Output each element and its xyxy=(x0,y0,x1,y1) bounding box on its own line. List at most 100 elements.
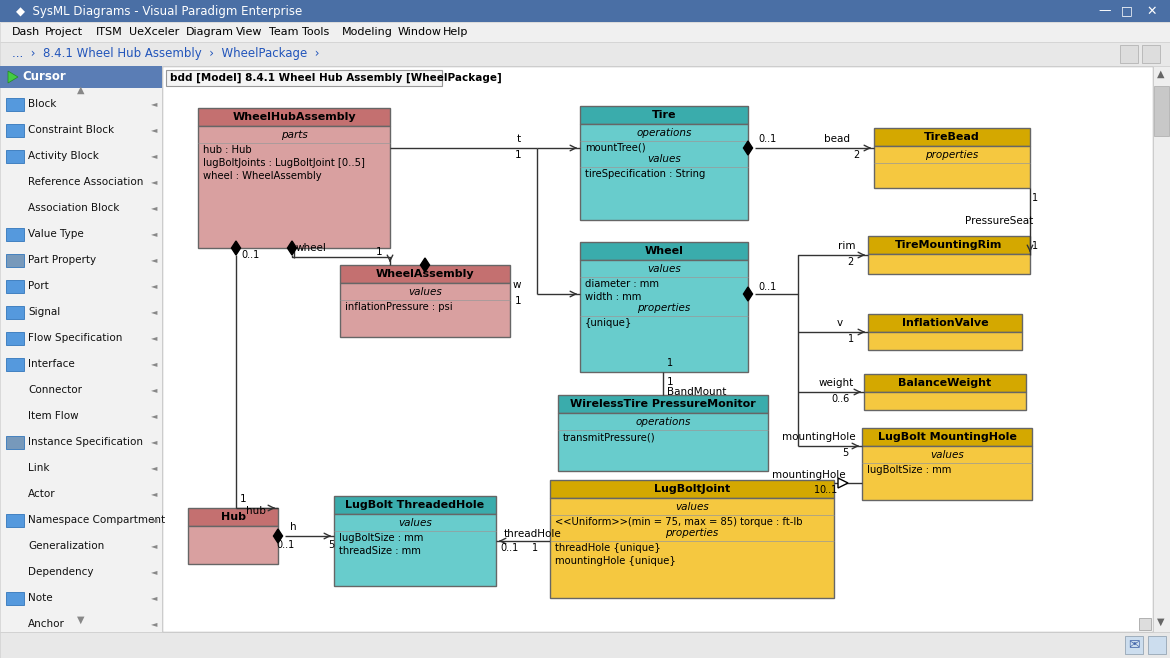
Text: parts: parts xyxy=(281,130,308,140)
Text: values: values xyxy=(930,450,964,460)
FancyBboxPatch shape xyxy=(6,98,25,111)
FancyBboxPatch shape xyxy=(6,436,25,449)
Text: hub : Hub: hub : Hub xyxy=(204,145,252,155)
Text: WheelAssembly: WheelAssembly xyxy=(376,269,474,279)
FancyBboxPatch shape xyxy=(6,254,25,267)
Text: LugBoltJoint: LugBoltJoint xyxy=(654,484,730,494)
FancyBboxPatch shape xyxy=(874,146,1030,188)
Polygon shape xyxy=(743,141,752,155)
Text: Connector: Connector xyxy=(28,385,82,395)
Text: 1: 1 xyxy=(532,543,538,553)
Text: ◄: ◄ xyxy=(151,282,157,290)
Text: 2: 2 xyxy=(854,150,860,160)
Text: values: values xyxy=(647,264,681,274)
Text: lugBoltSize : mm: lugBoltSize : mm xyxy=(339,533,424,543)
Text: Cursor: Cursor xyxy=(22,70,66,84)
Text: ✉: ✉ xyxy=(1128,638,1140,652)
Polygon shape xyxy=(743,287,752,301)
FancyBboxPatch shape xyxy=(188,508,278,526)
Text: ◄: ◄ xyxy=(151,230,157,238)
FancyBboxPatch shape xyxy=(863,374,1026,392)
Text: ◄: ◄ xyxy=(151,567,157,576)
Text: Dash: Dash xyxy=(12,27,40,37)
Text: ▲: ▲ xyxy=(77,85,84,95)
Text: Port: Port xyxy=(28,281,49,291)
Text: diameter : mm: diameter : mm xyxy=(585,279,659,289)
FancyBboxPatch shape xyxy=(874,128,1030,146)
Text: ◄: ◄ xyxy=(151,411,157,420)
Text: v: v xyxy=(837,318,844,328)
Text: 0..6: 0..6 xyxy=(832,394,849,404)
FancyBboxPatch shape xyxy=(6,358,25,371)
Text: Association Block: Association Block xyxy=(28,203,119,213)
Text: Flow Specification: Flow Specification xyxy=(28,333,123,343)
Text: threadSize : mm: threadSize : mm xyxy=(339,546,421,556)
Text: BandMount: BandMount xyxy=(667,387,727,397)
Text: ◄: ◄ xyxy=(151,126,157,134)
Text: Diagram: Diagram xyxy=(185,27,233,37)
FancyBboxPatch shape xyxy=(0,66,161,632)
Text: ◄: ◄ xyxy=(151,307,157,316)
Text: Instance Specification: Instance Specification xyxy=(28,437,143,447)
FancyBboxPatch shape xyxy=(863,392,1026,410)
FancyBboxPatch shape xyxy=(1126,636,1143,654)
Text: Interface: Interface xyxy=(28,359,75,369)
FancyBboxPatch shape xyxy=(1140,618,1151,630)
Text: t: t xyxy=(517,134,521,144)
Text: LugBolt MountingHole: LugBolt MountingHole xyxy=(878,432,1017,442)
Text: 5: 5 xyxy=(841,448,848,458)
Polygon shape xyxy=(288,241,296,255)
FancyBboxPatch shape xyxy=(558,413,768,471)
FancyBboxPatch shape xyxy=(550,498,834,598)
Text: weight: weight xyxy=(819,378,854,388)
FancyBboxPatch shape xyxy=(340,283,510,337)
Text: ◄: ◄ xyxy=(151,542,157,551)
Text: h: h xyxy=(290,522,297,532)
Text: ◄: ◄ xyxy=(151,99,157,109)
Text: TireMountingRim: TireMountingRim xyxy=(895,240,1003,250)
FancyBboxPatch shape xyxy=(1090,2,1168,19)
Text: Team: Team xyxy=(269,27,298,37)
Text: {unique}: {unique} xyxy=(585,318,632,328)
Text: <<Uniform>>(min = 75, max = 85) torque : ft-lb: <<Uniform>>(min = 75, max = 85) torque :… xyxy=(555,517,803,527)
Text: ◄: ◄ xyxy=(151,334,157,343)
Text: LugBolt ThreadedHole: LugBolt ThreadedHole xyxy=(345,500,484,510)
Text: hub: hub xyxy=(246,506,266,516)
Text: TireBead: TireBead xyxy=(924,132,980,142)
Text: ◄: ◄ xyxy=(151,619,157,628)
Text: bdd [Model] 8.4.1 Wheel Hub Assembly [WheelPackage]: bdd [Model] 8.4.1 Wheel Hub Assembly [Wh… xyxy=(170,73,502,83)
Polygon shape xyxy=(8,71,18,83)
Text: 1: 1 xyxy=(667,377,674,387)
FancyBboxPatch shape xyxy=(6,306,25,319)
Text: 0..1: 0..1 xyxy=(758,134,776,144)
Text: 2: 2 xyxy=(848,257,854,267)
FancyBboxPatch shape xyxy=(6,514,25,527)
FancyBboxPatch shape xyxy=(6,150,25,163)
Text: rim: rim xyxy=(838,241,855,251)
Text: threadHole: threadHole xyxy=(504,529,562,539)
FancyBboxPatch shape xyxy=(1152,66,1170,632)
Polygon shape xyxy=(274,529,282,543)
Text: ◄: ◄ xyxy=(151,255,157,265)
FancyBboxPatch shape xyxy=(868,314,1023,332)
Text: ◄: ◄ xyxy=(151,490,157,499)
Text: operations: operations xyxy=(635,417,690,427)
Text: WirelessTire PressureMonitor: WirelessTire PressureMonitor xyxy=(570,399,756,409)
Text: inflationPressure : psi: inflationPressure : psi xyxy=(345,302,453,312)
Text: Modeling: Modeling xyxy=(342,27,392,37)
Polygon shape xyxy=(232,241,241,255)
FancyBboxPatch shape xyxy=(198,108,390,126)
Text: ◄: ◄ xyxy=(151,203,157,213)
Text: lugBoltSize : mm: lugBoltSize : mm xyxy=(867,465,951,475)
FancyBboxPatch shape xyxy=(868,254,1030,274)
Text: Block: Block xyxy=(28,99,56,109)
Text: ◄: ◄ xyxy=(151,594,157,603)
Text: 0..1: 0..1 xyxy=(758,282,776,292)
Text: w: w xyxy=(512,280,521,290)
Text: ITSM: ITSM xyxy=(96,27,123,37)
Text: Reference Association: Reference Association xyxy=(28,177,144,187)
Text: Constraint Block: Constraint Block xyxy=(28,125,115,135)
Text: Wheel: Wheel xyxy=(645,246,683,256)
Text: width : mm: width : mm xyxy=(585,292,641,302)
Text: ◄: ◄ xyxy=(151,463,157,472)
